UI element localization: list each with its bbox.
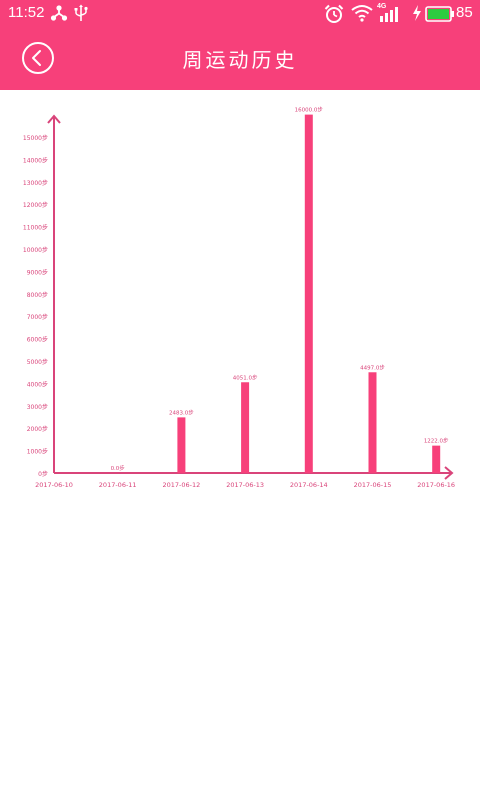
y-tick-label: 8000步 [27, 291, 48, 299]
back-button[interactable] [22, 42, 54, 74]
x-tick-label: 2017-06-10 [35, 481, 73, 489]
weekly-steps-chart: 0步 1000步 2000步 3000步 4000步 5000步 6000步 7000步 800… [0, 90, 480, 510]
bar-chart-svg: 0步 1000步 2000步 3000步 4000步 5000步 6000步 7000步 800… [23, 107, 455, 489]
signal-icon [378, 6, 402, 26]
x-tick-label: 2017-06-14 [290, 481, 328, 489]
y-tick-label: 15000步 [23, 134, 48, 142]
y-tick-label: 9000步 [27, 268, 48, 276]
y-tick-label: 7000步 [27, 313, 48, 321]
app-header: 周运动历史 [0, 28, 480, 90]
battery-icon [425, 5, 455, 27]
x-tick-label: 2017-06-12 [163, 481, 201, 489]
x-tick-label: 2017-06-15 [354, 481, 392, 489]
y-tick-label: 3000步 [27, 403, 48, 411]
x-tick-label: 2017-06-13 [226, 481, 264, 489]
bar-data-label: 4051.0步 [233, 374, 258, 381]
bar [304, 114, 313, 473]
alarm-clock-icon [324, 4, 344, 28]
y-tick-label: 14000步 [23, 156, 48, 164]
y-tick-label: 1000步 [27, 448, 48, 456]
share-icon [50, 4, 68, 26]
y-tick-label: 5000步 [27, 358, 48, 366]
bar [177, 417, 186, 473]
bar-data-label: 2483.0步 [169, 409, 194, 416]
page-title: 周运动历史 [182, 48, 298, 72]
y-tick-label: 13000步 [23, 179, 48, 187]
bar [241, 382, 250, 473]
y-tick-label: 6000步 [27, 336, 48, 344]
y-tick-label: 2000步 [27, 425, 48, 433]
battery-percent: 85 [456, 4, 473, 21]
x-tick-label: 2017-06-11 [99, 481, 137, 489]
bar-data-label: 4497.0步 [360, 364, 385, 371]
y-tick-label: 4000步 [27, 380, 48, 388]
bar [368, 372, 377, 473]
charging-icon [411, 4, 423, 26]
status-bar: 11:52 [0, 0, 480, 28]
y-tick-label: 12000步 [23, 201, 48, 209]
bar [432, 445, 441, 473]
chevron-left-icon [32, 50, 41, 66]
bar-data-label: 16000.0步 [295, 107, 324, 114]
y-tick-label: 11000步 [23, 224, 48, 232]
x-axis-arrow [444, 466, 454, 480]
y-tick-label: 0步 [38, 470, 48, 478]
bar-data-label: 1222.0步 [424, 438, 449, 445]
bar-data-label: 0.0步 [111, 465, 126, 472]
x-tick-label: 2017-06-16 [417, 481, 455, 489]
y-tick-label: 10000步 [23, 246, 48, 254]
network-type-label: 4G [377, 3, 387, 10]
wifi-icon [351, 4, 373, 26]
y-axis-arrow [47, 114, 61, 124]
usb-icon [74, 4, 88, 26]
status-time: 11:52 [8, 4, 45, 21]
